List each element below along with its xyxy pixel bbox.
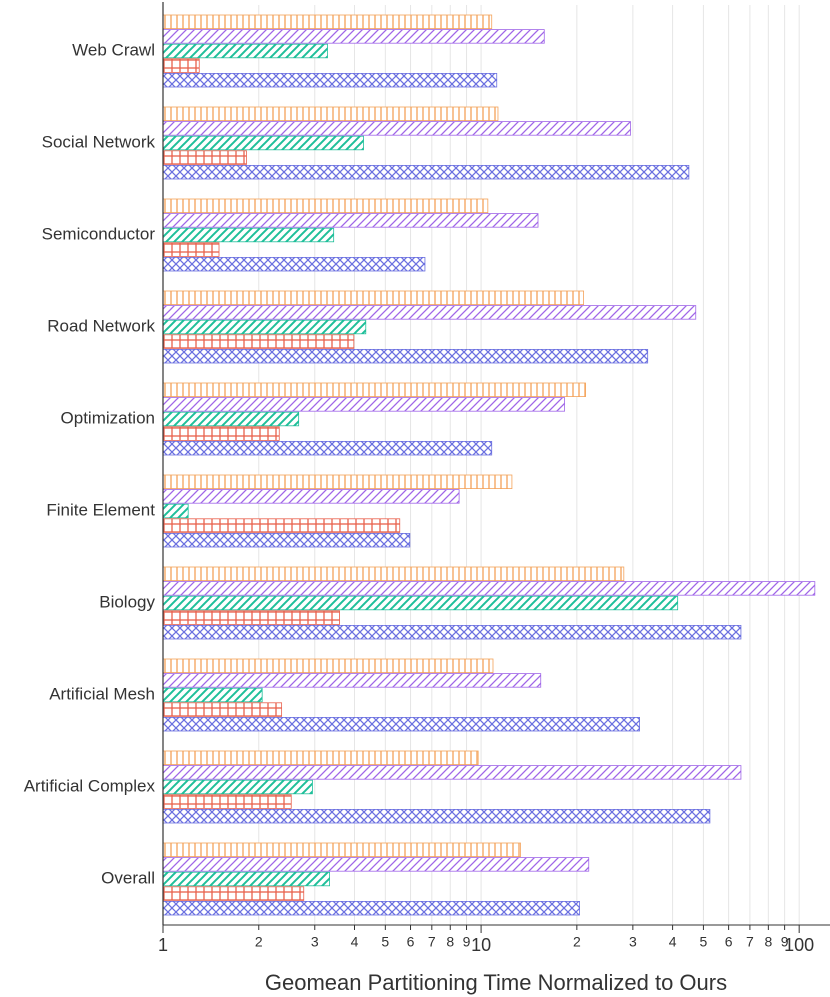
x-tick-label: 2 bbox=[255, 934, 263, 950]
bar bbox=[162, 702, 283, 717]
bar bbox=[162, 489, 460, 504]
bar bbox=[162, 213, 539, 228]
bar bbox=[162, 121, 631, 136]
x-tick-label: 7 bbox=[428, 934, 436, 950]
y-tick-label: Social Network bbox=[42, 132, 156, 151]
x-tick-label: 7 bbox=[746, 934, 754, 950]
y-tick-label: Artificial Mesh bbox=[49, 684, 155, 703]
y-tick-label: Semiconductor bbox=[42, 224, 156, 243]
bar bbox=[162, 411, 300, 427]
bar bbox=[162, 334, 355, 349]
bar bbox=[162, 198, 489, 214]
bar bbox=[162, 518, 401, 533]
bar bbox=[162, 73, 498, 88]
bar bbox=[162, 687, 263, 703]
x-tick-label: 4 bbox=[669, 934, 677, 950]
x-tick-label: 5 bbox=[700, 934, 708, 950]
x-tick-label: 8 bbox=[446, 934, 454, 950]
bar bbox=[162, 256, 426, 272]
x-tick-label: 9 bbox=[463, 934, 471, 950]
x-axis-title: Geomean Partitioning Time Normalized to … bbox=[265, 970, 727, 995]
bar bbox=[162, 106, 499, 122]
bar bbox=[162, 809, 711, 824]
x-tick-label: 8 bbox=[764, 934, 772, 950]
bar bbox=[162, 779, 313, 795]
x-tick-label: 10 bbox=[471, 935, 491, 955]
bar bbox=[162, 150, 247, 165]
y-tick-label: Biology bbox=[99, 592, 155, 611]
bar bbox=[162, 595, 679, 611]
bar bbox=[162, 533, 411, 548]
bar bbox=[162, 43, 328, 59]
bar bbox=[162, 382, 586, 398]
bar bbox=[162, 29, 545, 44]
bar bbox=[162, 397, 565, 412]
bar bbox=[162, 625, 742, 640]
bar bbox=[162, 164, 690, 180]
x-tick-label: 5 bbox=[381, 934, 389, 950]
x-tick-label: 2 bbox=[573, 934, 581, 950]
bar bbox=[162, 440, 493, 456]
bar bbox=[162, 58, 200, 73]
x-tick-label: 9 bbox=[781, 934, 789, 950]
bar bbox=[162, 290, 584, 306]
x-tick-label: 3 bbox=[629, 934, 637, 950]
bar bbox=[162, 717, 640, 732]
bar bbox=[162, 227, 335, 243]
bar bbox=[162, 242, 220, 257]
bar bbox=[162, 871, 330, 887]
y-tick-label: Optimization bbox=[61, 408, 155, 427]
y-tick-label: Web Crawl bbox=[72, 40, 155, 59]
bar bbox=[162, 842, 521, 858]
bar bbox=[162, 474, 513, 490]
bar bbox=[162, 794, 292, 809]
y-tick-label: Road Network bbox=[47, 316, 155, 335]
bar bbox=[162, 857, 590, 872]
bar bbox=[162, 135, 364, 151]
bar bbox=[162, 348, 649, 364]
bar bbox=[162, 503, 189, 519]
bar bbox=[162, 673, 542, 688]
bar bbox=[162, 319, 367, 335]
bar bbox=[162, 765, 742, 780]
x-tick-label: 3 bbox=[311, 934, 319, 950]
x-tick-label: 6 bbox=[725, 934, 733, 950]
bar bbox=[162, 610, 340, 625]
bar bbox=[162, 566, 625, 582]
x-tick-label: 1 bbox=[158, 935, 168, 955]
x-tick-label: 4 bbox=[351, 934, 359, 950]
x-tick-label: 6 bbox=[407, 934, 415, 950]
x-tick-label: 100 bbox=[784, 935, 814, 955]
y-tick-label: Overall bbox=[101, 868, 155, 887]
bar bbox=[162, 901, 580, 916]
bar bbox=[162, 581, 816, 596]
bar bbox=[162, 750, 479, 766]
bar bbox=[162, 426, 280, 441]
bar bbox=[162, 305, 697, 320]
bar bbox=[162, 886, 305, 901]
y-tick-label: Finite Element bbox=[46, 500, 155, 519]
bar bbox=[162, 14, 493, 30]
y-tick-label: Artificial Complex bbox=[24, 776, 156, 795]
bar bbox=[162, 658, 494, 674]
